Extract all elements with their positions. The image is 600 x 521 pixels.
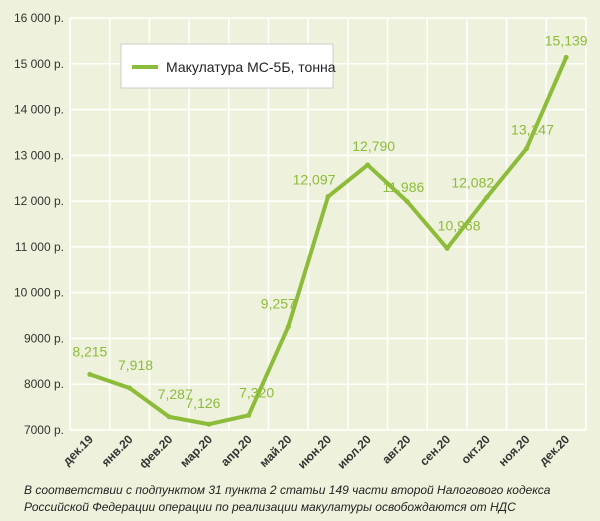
data-label: 12,790 <box>352 138 395 154</box>
data-label: 13,147 <box>511 122 554 138</box>
data-point <box>523 146 529 152</box>
data-point <box>563 54 569 60</box>
y-tick-label: 9000 р. <box>24 331 64 345</box>
data-label: 8,215 <box>72 343 107 359</box>
data-point <box>246 412 252 418</box>
data-point <box>325 194 331 200</box>
data-label: 12,082 <box>451 174 494 190</box>
data-point <box>127 385 133 391</box>
data-label: 7,287 <box>158 386 193 402</box>
data-point <box>206 421 212 427</box>
data-label: 10,968 <box>438 217 481 233</box>
x-tick-label: фев.20 <box>136 432 175 471</box>
footnote-line-2: Российской Федерации операции по реализа… <box>24 500 516 514</box>
x-tick-label: авг.20 <box>379 432 414 467</box>
y-tick-label: 8000 р. <box>24 377 64 391</box>
footnote: В соответствии с подпунктом 31 пункта 2 … <box>24 482 584 516</box>
y-tick-label: 7000 р. <box>24 423 64 437</box>
x-tick-label: окт.20 <box>458 432 493 467</box>
y-tick-label: 15 000 р. <box>14 57 64 71</box>
data-label: 9,257 <box>261 296 296 312</box>
x-tick-label: май.20 <box>257 432 295 470</box>
x-tick-label: июн.20 <box>295 432 335 472</box>
x-tick-label: дек.19 <box>60 432 96 468</box>
y-tick-label: 16 000 р. <box>14 11 64 25</box>
chart-area: 7000 р. 8000 р. 9000 р. 10 000 р. 11 000 р. 1… <box>14 11 588 472</box>
x-tick-label: янв.20 <box>99 432 136 469</box>
x-tick-label: сен.20 <box>417 432 453 468</box>
data-point <box>365 162 371 168</box>
data-label: 11,986 <box>382 179 424 195</box>
x-tick-label: июл.20 <box>334 432 374 472</box>
y-tick-label: 11 000 р. <box>15 240 64 254</box>
data-label: 15,139 <box>545 32 588 48</box>
y-tick-label: 14 000 р. <box>14 103 64 117</box>
data-point <box>166 414 172 420</box>
x-tick-label: апр.20 <box>218 432 255 469</box>
line-chart: 7000 р. 8000 р. 9000 р. 10 000 р. 11 000 р. 1… <box>14 11 588 472</box>
legend-label: Макулатура МС-5Б, тонна <box>166 59 336 75</box>
data-label: 7,320 <box>239 384 274 400</box>
x-tick-label: мар.20 <box>177 432 215 470</box>
data-label: 12,097 <box>293 172 336 188</box>
data-point <box>87 371 93 377</box>
data-point <box>484 194 490 200</box>
x-tick-label: ноя.20 <box>496 432 533 469</box>
data-label: 7,126 <box>185 395 220 411</box>
x-tick-label: дек.20 <box>536 432 572 468</box>
data-point <box>404 199 410 205</box>
footnote-line-1: В соответствии с подпунктом 31 пункта 2 … <box>24 483 551 497</box>
y-tick-label: 13 000 р. <box>14 148 64 162</box>
y-tick-label: 12 000 р. <box>14 194 64 208</box>
data-label: 7,918 <box>118 357 153 373</box>
y-tick-label: 10 000 р. <box>14 286 64 300</box>
data-point <box>285 324 291 330</box>
data-point <box>444 245 450 251</box>
